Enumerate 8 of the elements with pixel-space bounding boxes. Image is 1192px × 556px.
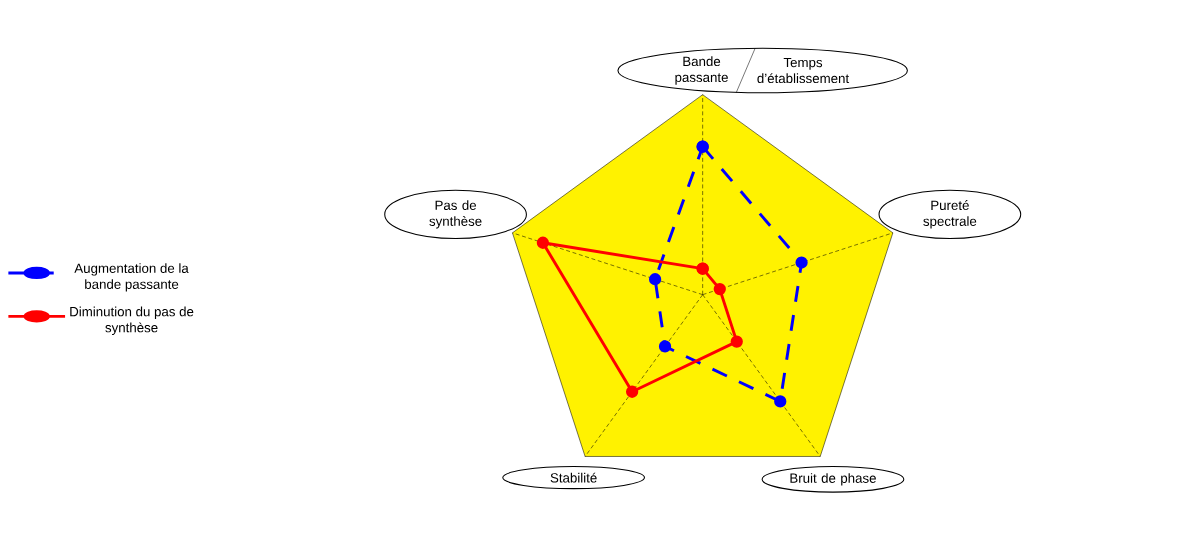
spoke-label: Pas de synthèse [429, 200, 482, 229]
text: Temps d’établissement [757, 57, 850, 84]
spoke-label: Bande passante [675, 56, 728, 85]
legend-label: Diminution du pas de synthèse [70, 306, 194, 335]
spoke-label: Pureté spectrale [923, 200, 977, 229]
spoke-label: Stabilité [550, 472, 597, 483]
legend-label: Augmentation de la bande passante [74, 263, 189, 292]
spoke-label: Bruit de phase [790, 473, 876, 486]
